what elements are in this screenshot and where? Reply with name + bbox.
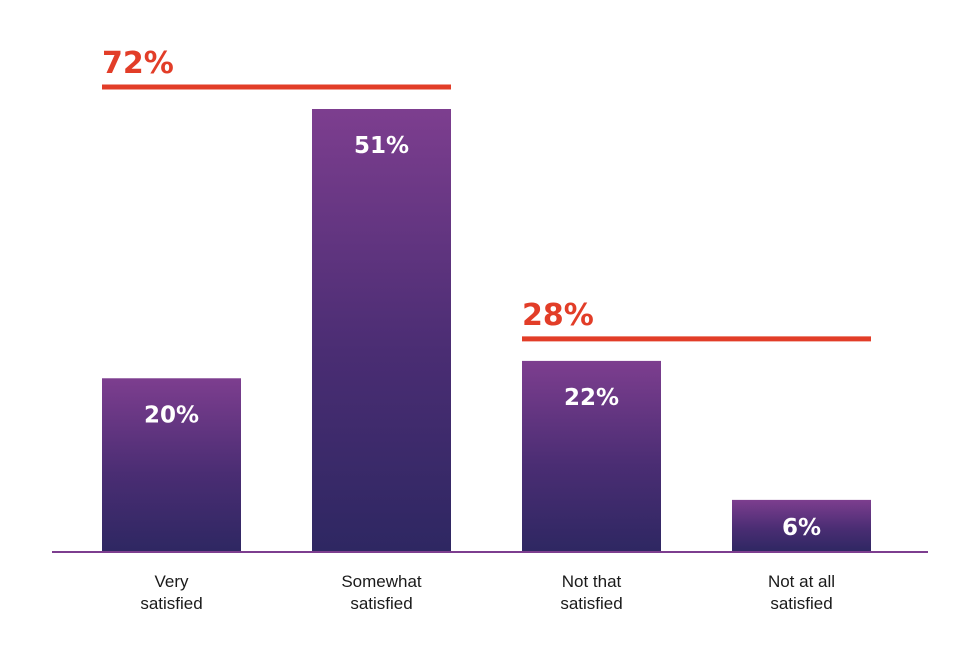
bar-4 [732, 499, 871, 552]
bar-value-label-1: 20% [144, 402, 199, 428]
group-total-label-2: 28% [522, 298, 594, 333]
group-brackets: 72% 28% [102, 46, 871, 342]
bar-3 [522, 360, 661, 552]
category-label-1-line-2: satisfied [140, 594, 202, 613]
category-label-4-line-2: satisfied [770, 594, 832, 613]
category-label-2-line-2: satisfied [350, 594, 412, 613]
bar-value-label-2: 51% [354, 133, 409, 159]
category-labels: Very satisfied Somewhat satisfied Not that sa… [140, 572, 835, 613]
category-label-2-line-1: Somewhat [341, 572, 422, 591]
category-label-4-line-1: Not at all [768, 572, 835, 591]
bar-1 [102, 378, 241, 552]
bars-group: 20% 51% 22% 6% [102, 109, 871, 552]
category-label-3-line-2: satisfied [560, 594, 622, 613]
group-total-label-1: 72% [102, 46, 174, 81]
bar-2 [312, 109, 451, 552]
bar-value-label-4: 6% [782, 515, 821, 541]
bar-value-label-3: 22% [564, 385, 619, 411]
category-label-1-line-1: Very [154, 572, 189, 591]
category-label-3-line-1: Not that [562, 572, 622, 591]
